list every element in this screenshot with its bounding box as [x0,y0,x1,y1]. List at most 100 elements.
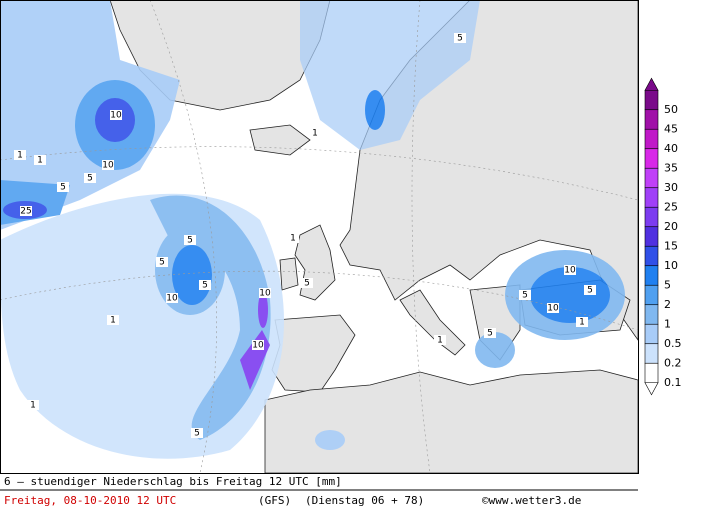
contour-label: 1 [110,316,116,326]
legend-swatch [644,245,659,267]
contour-label-bg [454,33,466,43]
contour-label-bg [110,110,122,120]
legend-label: 0.1 [664,376,682,389]
contour-label: 10 [252,341,264,351]
contour-label: 10 [166,294,178,304]
legend-swatch [644,226,659,247]
legend-label: 35 [664,161,678,174]
legend-swatch [644,323,659,345]
legend-label: 30 [664,181,678,194]
legend-arrow-top [644,77,659,91]
run-time: Freitag, 08-10-2010 12 UTC [4,494,176,507]
contour-labels: 10 10 5 5 1 1 25 5 5 10 5 10 10 5 1 1 5 10 10 5 5 1 5 1 5 1 1 [14,33,596,439]
contour-label-bg [14,150,26,160]
contour-label-bg [547,303,559,313]
legend-swatch [644,167,659,189]
italy [399,289,466,356]
legend-label: 45 [664,122,678,135]
precip-area [258,292,268,328]
contour-label-bg [191,428,203,438]
legend-swatch [644,89,659,111]
contour-label: 1 [290,234,296,244]
contour-label-bg [564,265,576,275]
contour-label-bg [27,400,39,410]
contour-label-bg [20,206,32,216]
contour-label: 5 [587,286,593,296]
legend-label: 25 [664,200,678,213]
contour-label: 10 [259,289,271,299]
contour-label-bg [156,257,168,267]
legend-swatch [644,206,659,228]
contour-label: 5 [194,429,200,439]
legend-swatch [644,362,659,384]
contour-label: 5 [202,281,208,291]
legend-arrow-bottom [644,382,659,396]
precip-area [475,332,515,368]
legend-label: 40 [664,142,678,155]
legend-label: 10 [664,259,678,272]
ireland [279,257,299,291]
legend-swatch [644,148,659,169]
contour-label-bg [301,278,313,288]
model: (GFS) [258,494,291,507]
legend-label: 0.5 [664,337,682,350]
legend-swatch [644,128,659,150]
legend: 50 45 40 35 30 25 20 15 10 5 2 1 0.5 0.2 0.1 [644,77,682,396]
contour-label-bg [34,155,46,165]
contour-label: 1 [312,129,318,139]
contour-label: 5 [159,258,165,268]
contour-label-bg [199,280,211,290]
credit: ©www.wetter3.de [482,494,581,507]
map-frame [0,0,639,474]
contour-label-bg [434,335,446,345]
contour-label-bg [102,160,114,170]
graticule [0,0,639,474]
contour-label: 5 [304,279,310,289]
contour-label-bg [309,128,321,138]
legend-swatch [644,265,659,286]
contour-label: 5 [487,329,493,339]
contour-label: 10 [102,161,114,171]
legend-label: 50 [664,103,678,116]
legend-swatch [644,187,659,208]
legend-label: 0.2 [664,356,682,369]
contour-label-bg [252,340,264,350]
forecast: (Dienstag 06 + 78) [305,494,424,507]
contour-label-bg [576,317,588,327]
legend-label: 20 [664,220,678,233]
contour-label: 25 [20,207,31,217]
contour-label-bg [584,285,596,295]
contour-label: 10 [110,111,122,121]
contour-label: 1 [437,336,443,346]
contour-label: 5 [522,291,528,301]
contour-label: 1 [30,401,36,411]
contour-label-bg [57,182,69,192]
contour-label-bg [484,328,496,338]
contour-label-bg [259,288,271,298]
contour-label-bg [84,173,96,183]
precip-area [300,0,480,150]
legend-swatch [644,109,659,130]
legend-swatch [644,304,659,325]
legend-swatch [644,343,659,364]
map-area: 10 10 5 5 1 1 25 5 5 10 5 10 10 5 1 1 5 10 10 5 5 1 5 1 5 1 1 [0,0,639,474]
contour-label: 10 [564,266,576,276]
legend-label: 15 [664,239,678,252]
contour-label: 5 [187,236,193,246]
contour-label: 1 [17,151,23,161]
contour-label-bg [287,233,299,243]
contour-label: 5 [87,174,93,184]
contour-label: 1 [37,156,43,166]
contour-label-bg [166,293,178,303]
contour-label: 10 [547,304,559,314]
caption: 6 – stuendiger Niederschlag bis Freitag … [4,475,342,488]
legend-label: 2 [664,298,671,311]
contour-label-bg [519,290,531,300]
contour-label: 5 [457,34,463,44]
legend-label: 1 [664,317,671,330]
legend-label: 5 [664,278,671,291]
contour-label-bg [107,315,119,325]
precip-area [365,90,385,130]
legend-swatch [644,284,659,306]
